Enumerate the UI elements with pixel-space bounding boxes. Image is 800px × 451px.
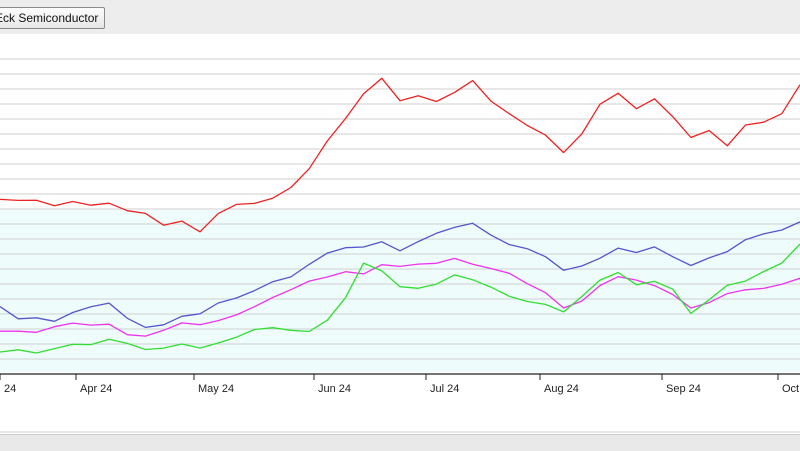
legend-button[interactable]: Eck Semiconductor: [0, 7, 106, 29]
navigator-strip[interactable]: [0, 434, 800, 451]
x-tick-label: Oct 24: [782, 383, 800, 395]
chart-area: 24 Apr 24 May 24 Jun 24 Jul 24 Aug 24 Sep 24 Oc…: [0, 34, 800, 434]
x-tick-label: 24: [4, 383, 16, 395]
plot-band: [0, 210, 800, 372]
line-chart: 24 Apr 24 May 24 Jun 24 Jul 24 Aug 24 Sep 24 Oc…: [0, 58, 800, 433]
series-line-green: [0, 243, 800, 354]
x-tick-label: Aug 24: [544, 383, 579, 395]
x-tick-label: Jun 24: [318, 383, 351, 395]
series-line-red: [0, 77, 800, 233]
x-tick-label: Sep 24: [666, 383, 701, 395]
x-tick-label: May 24: [198, 383, 234, 395]
x-tick-label: Apr 24: [80, 383, 112, 395]
series-line-magenta: [0, 257, 800, 337]
toolbar: Eck Semiconductor: [0, 0, 800, 34]
series-line-blue: [0, 221, 800, 329]
x-tick-label: Jul 24: [430, 383, 459, 395]
